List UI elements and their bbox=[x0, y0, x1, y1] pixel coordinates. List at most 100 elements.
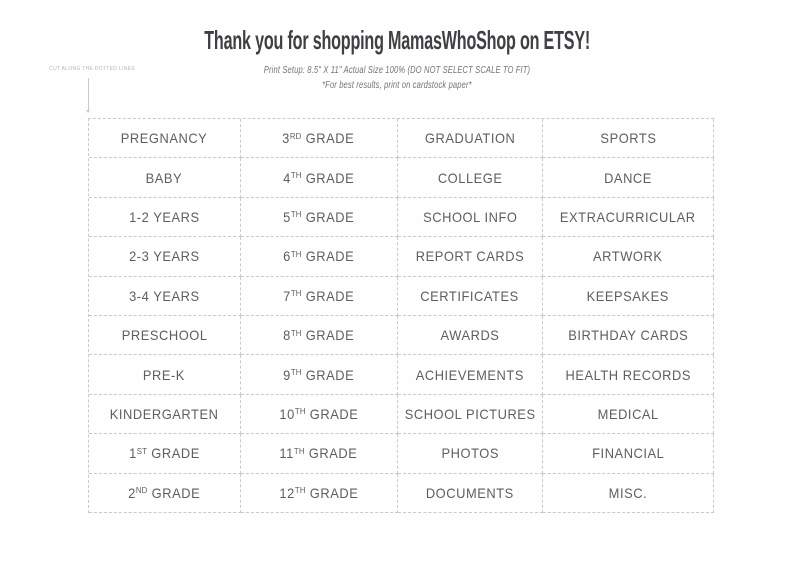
ordinal-suffix: TH bbox=[290, 248, 302, 259]
grid-cell: DOCUMENTS bbox=[397, 473, 544, 513]
grid-cell-label: SCHOOL PICTURES bbox=[404, 405, 536, 422]
ordinal-suffix: ND bbox=[136, 485, 148, 496]
grid-cell: CERTIFICATES bbox=[397, 276, 544, 316]
grid-cell: 2ND GRADE bbox=[89, 473, 241, 513]
grid-cell: SCHOOL INFO bbox=[397, 197, 544, 238]
grid-cell-label: COLLEGE bbox=[437, 169, 503, 186]
grid-cell: MISC. bbox=[543, 473, 714, 513]
ordinal-suffix: TH bbox=[294, 485, 306, 496]
grid-cell-label: 4TH GRADE bbox=[283, 169, 355, 186]
grid-cell-label: SPORTS bbox=[600, 130, 657, 147]
grid-cell: AWARDS bbox=[397, 316, 544, 356]
grid-cell-label: 3RD GRADE bbox=[282, 130, 355, 147]
grid-cell: PREGNANCY bbox=[89, 119, 241, 159]
grid-cell: PHOTOS bbox=[397, 434, 544, 474]
grid-cell-label: DANCE bbox=[604, 169, 653, 186]
grid-cell-label: 5TH GRADE bbox=[283, 208, 355, 225]
grid-cell-label: ARTWORK bbox=[593, 248, 663, 265]
grid-cell: COLLEGE bbox=[397, 158, 544, 198]
ordinal-suffix: TH bbox=[290, 209, 302, 220]
grid-cell: BIRTHDAY CARDS bbox=[543, 316, 714, 356]
grid-cell: SPORTS bbox=[543, 119, 714, 159]
cardstock-note-text: *For best results, print on cardstock pa… bbox=[322, 79, 472, 92]
grid-cell-label: HEALTH RECORDS bbox=[565, 366, 691, 383]
grid-cell: 12TH GRADE bbox=[240, 473, 398, 513]
grid-cell: HEALTH RECORDS bbox=[543, 355, 714, 395]
grid-cell-label: BIRTHDAY CARDS bbox=[568, 327, 689, 344]
grid-cell: 3-4 YEARS bbox=[89, 276, 241, 316]
print-setup-note: Print Setup: 8.5" X 11" Actual Size 100%… bbox=[0, 64, 794, 76]
grid-cell-label: CERTIFICATES bbox=[420, 287, 520, 304]
grid-cell-label: KEEPSAKES bbox=[586, 287, 670, 304]
grid-cell: KEEPSAKES bbox=[543, 276, 714, 316]
grid-cell: DANCE bbox=[543, 158, 714, 198]
grid-cell-label: 3-4 YEARS bbox=[129, 287, 200, 304]
grid-cell-label: GRADUATION bbox=[424, 130, 516, 147]
grid-cell-label: 1ST GRADE bbox=[128, 445, 200, 462]
ordinal-suffix: TH bbox=[294, 445, 305, 456]
grid-cell: 11TH GRADE bbox=[240, 434, 398, 474]
category-grid: PREGNANCY 3RD GRADE GRADUATION SPORTS BABY 4T… bbox=[88, 118, 714, 513]
grid-cell-label: 10TH GRADE bbox=[279, 405, 359, 422]
cut-along-note: CUT ALONG THE DOTTED LINES bbox=[49, 66, 135, 72]
ordinal-suffix: ST bbox=[136, 445, 148, 456]
grid-cell-label: ACHIEVEMENTS bbox=[415, 366, 525, 383]
grid-cell-label: AWARDS bbox=[440, 327, 500, 344]
grid-cell-label: FINANCIAL bbox=[592, 445, 665, 462]
grid-cell: 2-3 YEARS bbox=[89, 237, 241, 277]
grid-cell-label: PRESCHOOL bbox=[121, 327, 208, 344]
grid-cell-label: BABY bbox=[146, 169, 183, 186]
grid-cell: 8TH GRADE bbox=[240, 316, 398, 356]
print-setup-note-text: Print Setup: 8.5" X 11" Actual Size 100%… bbox=[263, 64, 531, 76]
grid-cell: ARTWORK bbox=[543, 237, 714, 277]
grid-cell-label: 11TH GRADE bbox=[279, 445, 358, 462]
grid-cell-label: KINDERGARTEN bbox=[110, 405, 219, 422]
grid-cell-label: EXTRACURRICULAR bbox=[560, 208, 696, 225]
page-header: Thank you for shopping MamasWhoShop on E… bbox=[0, 0, 794, 91]
grid-cell-label: 7TH GRADE bbox=[283, 287, 355, 304]
grid-cell: 3RD GRADE bbox=[240, 119, 398, 159]
cardstock-note: *For best results, print on cardstock pa… bbox=[0, 79, 794, 92]
ordinal-suffix: TH bbox=[290, 367, 302, 378]
grid-cell: ACHIEVEMENTS bbox=[397, 355, 544, 395]
ordinal-suffix: TH bbox=[294, 406, 306, 417]
grid-cell: 5TH GRADE bbox=[240, 197, 398, 238]
grid-cell: 7TH GRADE bbox=[240, 276, 398, 316]
grid-cell: KINDERGARTEN bbox=[89, 394, 241, 435]
ordinal-suffix: TH bbox=[290, 327, 302, 338]
ordinal-suffix: TH bbox=[290, 288, 302, 299]
grid-cell: 1-2 YEARS bbox=[89, 197, 241, 238]
grid-cell: REPORT CARDS bbox=[397, 237, 544, 277]
grid-cell: GRADUATION bbox=[397, 119, 544, 159]
grid-cell-label: MISC. bbox=[608, 484, 648, 501]
ordinal-suffix: TH bbox=[290, 170, 302, 181]
grid-cell-label: 6TH GRADE bbox=[283, 248, 355, 265]
grid-cell-label: 12TH GRADE bbox=[279, 484, 359, 501]
cut-guide-arrow bbox=[86, 78, 90, 113]
grid-cell: 9TH GRADE bbox=[240, 355, 398, 395]
grid-cell: 10TH GRADE bbox=[240, 394, 398, 435]
grid-cell: EXTRACURRICULAR bbox=[543, 197, 714, 238]
grid-cell-label: 2-3 YEARS bbox=[129, 248, 200, 265]
grid-cell: 4TH GRADE bbox=[240, 158, 398, 198]
grid-cell-label: 2ND GRADE bbox=[128, 484, 201, 501]
grid-cell: PRE-K bbox=[89, 355, 241, 395]
ordinal-suffix: RD bbox=[290, 130, 302, 141]
grid-cell-label: 1-2 YEARS bbox=[129, 208, 200, 225]
grid-cell-label: REPORT CARDS bbox=[415, 248, 525, 265]
grid-cell-label: DOCUMENTS bbox=[425, 484, 514, 501]
grid-cell: 6TH GRADE bbox=[240, 237, 398, 277]
grid-cell-label: PREGNANCY bbox=[121, 130, 208, 147]
grid-cell: 1ST GRADE bbox=[89, 434, 241, 474]
page-title: Thank you for shopping MamasWhoShop on E… bbox=[0, 27, 794, 53]
grid-cell-label: SCHOOL INFO bbox=[422, 208, 518, 225]
grid-cell-label: PRE-K bbox=[143, 366, 186, 383]
grid-cell: FINANCIAL bbox=[543, 434, 714, 474]
grid-cell: MEDICAL bbox=[543, 394, 714, 435]
grid-cell-label: 8TH GRADE bbox=[283, 327, 355, 344]
grid-cell-label: 9TH GRADE bbox=[283, 366, 355, 383]
grid-cell: SCHOOL PICTURES bbox=[397, 394, 544, 435]
grid-cell-label: MEDICAL bbox=[597, 405, 659, 422]
grid-cell-label: PHOTOS bbox=[441, 445, 499, 462]
page-title-text: Thank you for shopping MamasWhoShop on E… bbox=[204, 25, 590, 55]
